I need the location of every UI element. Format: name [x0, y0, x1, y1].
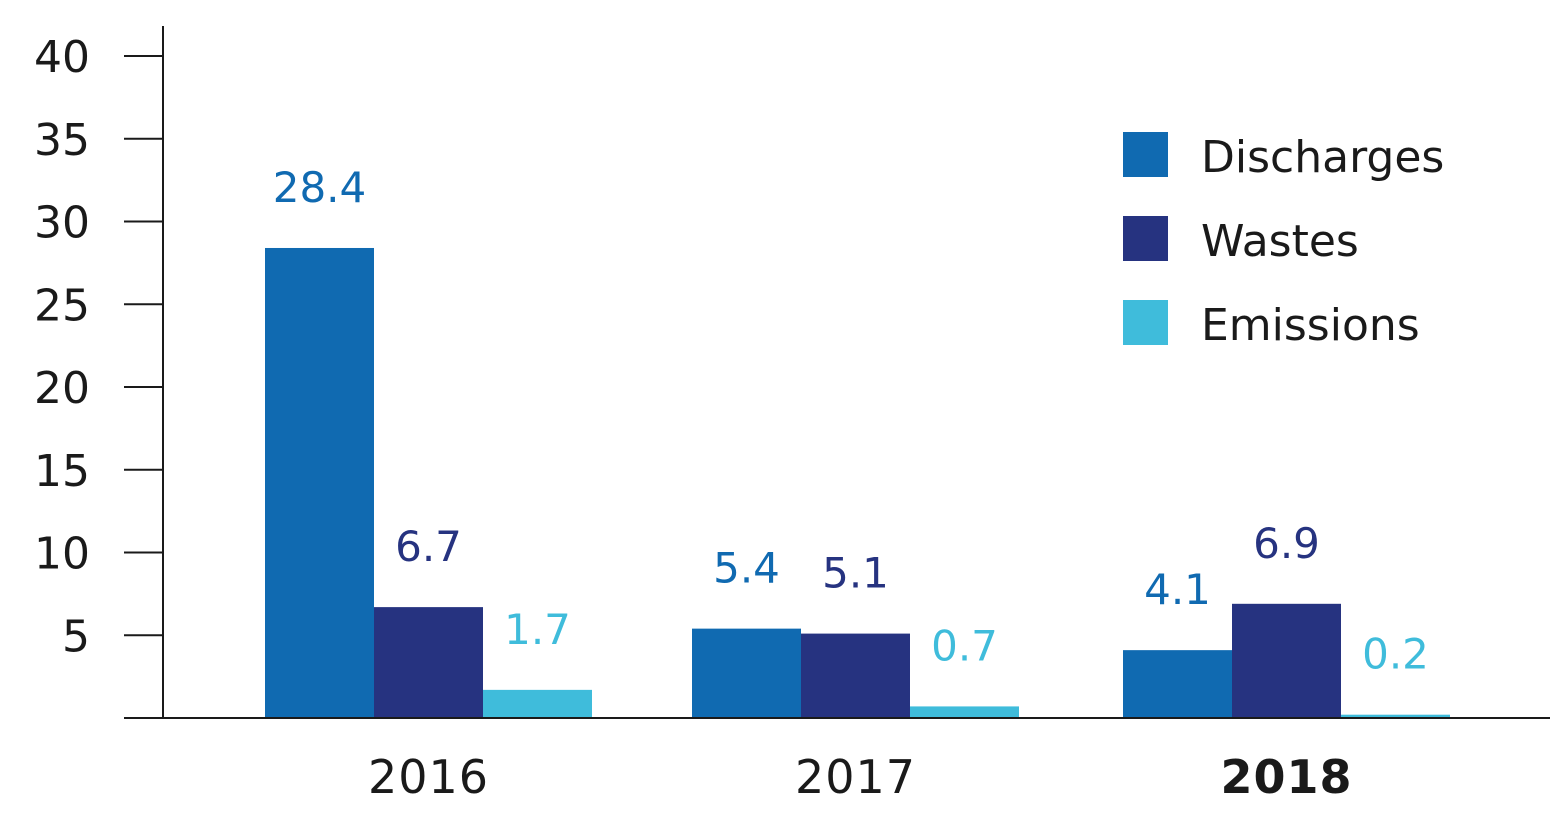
data-label-discharges-2016: 28.4 [273, 163, 367, 212]
bar-wastes-2018 [1232, 603, 1341, 718]
bar-emissions-2016 [483, 689, 592, 718]
bar-discharges-2016 [265, 247, 374, 719]
y-tick-label-25: 25 [34, 280, 90, 331]
x-tick-label-2018: 2018 [1220, 750, 1352, 804]
y-tick-label-20: 20 [34, 363, 90, 414]
legend-label-discharges: Discharges [1201, 132, 1444, 183]
bar-discharges-2018 [1123, 650, 1232, 718]
data-label-wastes-2017: 5.1 [822, 549, 889, 598]
bars-layer [265, 247, 1450, 719]
legend-swatch-discharges [1123, 132, 1168, 177]
axes-layer: 5 10 15 20 25 30 35 40 2016 2017 2018 [34, 26, 1550, 804]
x-tick-label-2016: 2016 [368, 750, 489, 804]
y-tick-label-40: 40 [34, 32, 90, 83]
y-tick-label-15: 15 [34, 446, 90, 497]
bar-emissions-2017 [910, 706, 1019, 718]
bar-emissions-2018 [1341, 714, 1450, 718]
legend-swatch-wastes [1123, 216, 1168, 261]
y-tick-label-10: 10 [34, 529, 90, 580]
bar-wastes-2016 [374, 607, 483, 718]
legend-label-wastes: Wastes [1201, 216, 1359, 267]
legend-swatch-emissions [1123, 300, 1168, 345]
legend-label-emissions: Emissions [1201, 300, 1420, 351]
data-label-discharges-2018: 4.1 [1144, 565, 1211, 614]
y-tick-label-30: 30 [34, 198, 90, 249]
bar-wastes-2017 [801, 633, 910, 718]
data-label-emissions-2016: 1.7 [504, 605, 571, 654]
y-tick-label-35: 35 [34, 115, 90, 166]
data-label-discharges-2017: 5.4 [713, 544, 780, 593]
data-label-wastes-2018: 6.9 [1253, 519, 1320, 568]
x-tick-label-2017: 2017 [795, 750, 916, 804]
y-tick-label-5: 5 [62, 611, 90, 662]
bar-discharges-2017 [692, 628, 801, 718]
data-labels-layer: 28.4 6.7 1.7 5.4 5.1 0.7 4.1 6.9 0.2 [273, 163, 1429, 679]
data-label-emissions-2018: 0.2 [1362, 630, 1429, 679]
data-label-emissions-2017: 0.7 [931, 621, 998, 670]
legend: Discharges Wastes Emissions [1123, 132, 1444, 351]
data-label-wastes-2016: 6.7 [395, 522, 462, 571]
